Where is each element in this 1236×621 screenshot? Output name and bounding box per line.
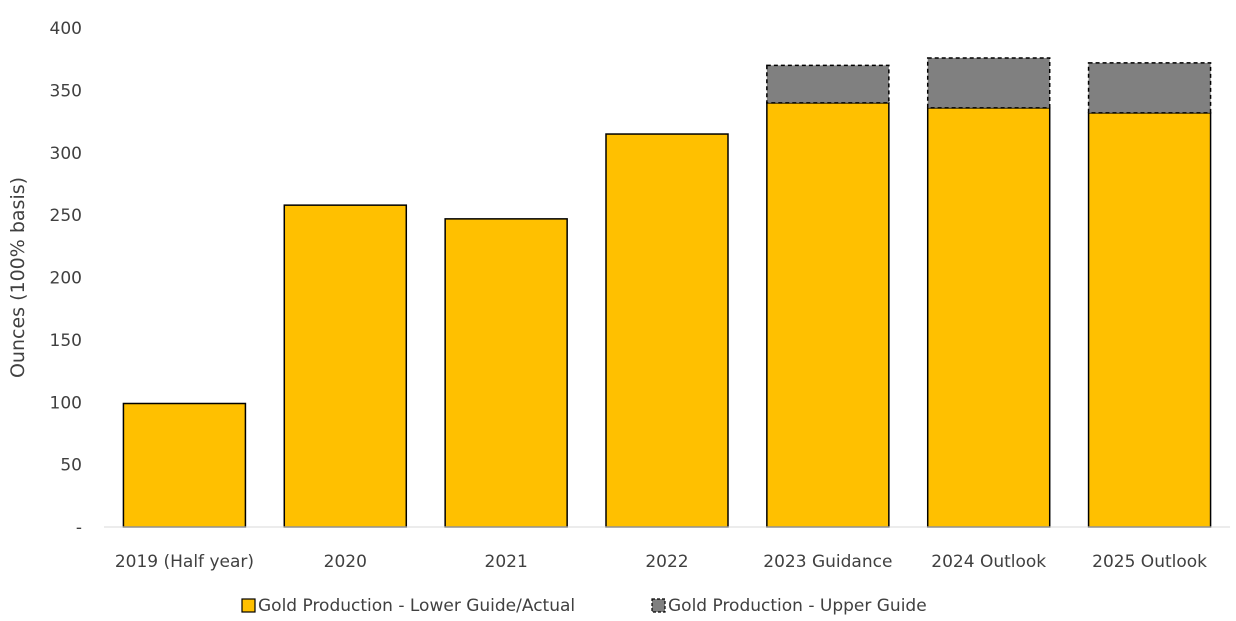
bar-upper-guide [926, 57, 1051, 109]
x-tick-label: 2024 Outlook [931, 552, 1046, 572]
legend: Gold Production - Lower Guide/Actual Gold… [241, 596, 927, 616]
y-axis: - 50 100 150 200 250 300 350 400 [50, 19, 1230, 538]
bar-upper-guide [1087, 62, 1212, 114]
y-tick-label: 400 [50, 19, 82, 39]
bar-lower-guide [122, 402, 247, 528]
legend-swatch [241, 598, 256, 613]
y-tick-label: 350 [50, 81, 82, 101]
legend-item: Gold Production - Upper Guide [651, 596, 927, 616]
bar-lower-guide [283, 204, 408, 528]
x-tick-label: 2019 (Half year) [115, 552, 254, 572]
x-tick-label: 2023 Guidance [763, 552, 892, 572]
legend-item: Gold Production - Lower Guide/Actual [241, 596, 575, 616]
y-axis-title: Ounces (100% basis) [7, 177, 29, 378]
y-tick-label: 200 [50, 269, 82, 289]
bar-lower-guide [766, 102, 890, 528]
x-tick-label: 2021 [485, 552, 528, 572]
y-tick-label: 100 [50, 393, 82, 413]
bar-upper-guide [766, 64, 890, 104]
x-axis: 2019 (Half year) 2020 2021 2022 2023 Guidanc… [115, 552, 1207, 572]
y-tick-label: 300 [50, 144, 82, 164]
bar-lower-guide [926, 107, 1051, 528]
bar-lower-guide [444, 218, 568, 528]
y-tick-label: 250 [50, 206, 82, 226]
x-tick-label: 2020 [324, 552, 367, 572]
legend-swatch [651, 598, 666, 613]
legend-label: Gold Production - Upper Guide [668, 596, 927, 616]
y-tick-label: 150 [50, 331, 82, 351]
bar-lower-guide [605, 133, 729, 528]
legend-label: Gold Production - Lower Guide/Actual [258, 596, 575, 616]
y-tick-label: 50 [60, 456, 82, 476]
x-tick-label: 2025 Outlook [1092, 552, 1207, 572]
x-tick-label: 2022 [645, 552, 688, 572]
plot-area [122, 57, 1212, 528]
y-tick-label: - [76, 518, 82, 538]
bar-lower-guide [1087, 112, 1212, 528]
